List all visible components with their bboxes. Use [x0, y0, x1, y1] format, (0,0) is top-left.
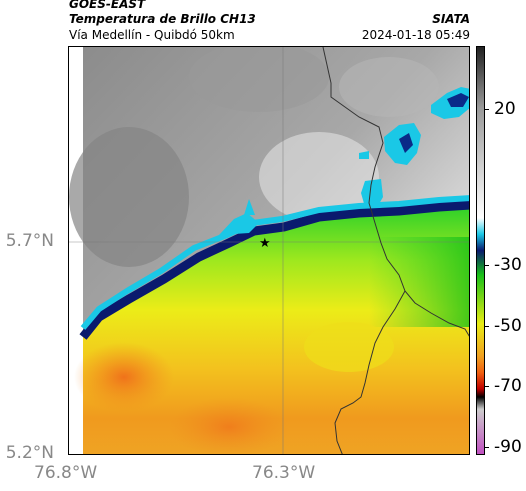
lat-label-5-2: 5.2°N	[5, 443, 54, 463]
datetime-label: 2024-01-18 05:49	[361, 28, 470, 42]
colorbar-label: -50	[494, 316, 522, 336]
colorbar-label: -70	[494, 376, 522, 396]
colorbar-tick	[485, 265, 489, 266]
lat-label-5-7: 5.7°N	[5, 231, 54, 251]
colorbar-tick	[485, 109, 489, 110]
colorbar-tick	[485, 447, 489, 448]
colorbar-label: -30	[494, 255, 522, 275]
colorbar-tick	[485, 326, 489, 327]
brightness-temperature-image: ★	[69, 47, 469, 454]
lon-label-76-3: 76.3°W	[252, 463, 316, 483]
map-title: Temperatura de Brillo CH13	[69, 12, 256, 26]
star-icon: ★	[259, 236, 271, 251]
map-subtitle: Vía Medellín - Quibdó 50km	[69, 28, 235, 42]
colorbar-tick	[485, 386, 489, 387]
organization-label: SIATA	[432, 12, 470, 26]
lon-label-76-8: 76.8°W	[34, 463, 98, 483]
colorbar	[476, 46, 485, 455]
colorbar-label: 20	[494, 99, 516, 119]
satellite-map[interactable]: ★	[68, 46, 470, 455]
colorbar-label: -90	[494, 437, 522, 457]
satellite-label: GOES-EAST	[69, 0, 146, 11]
